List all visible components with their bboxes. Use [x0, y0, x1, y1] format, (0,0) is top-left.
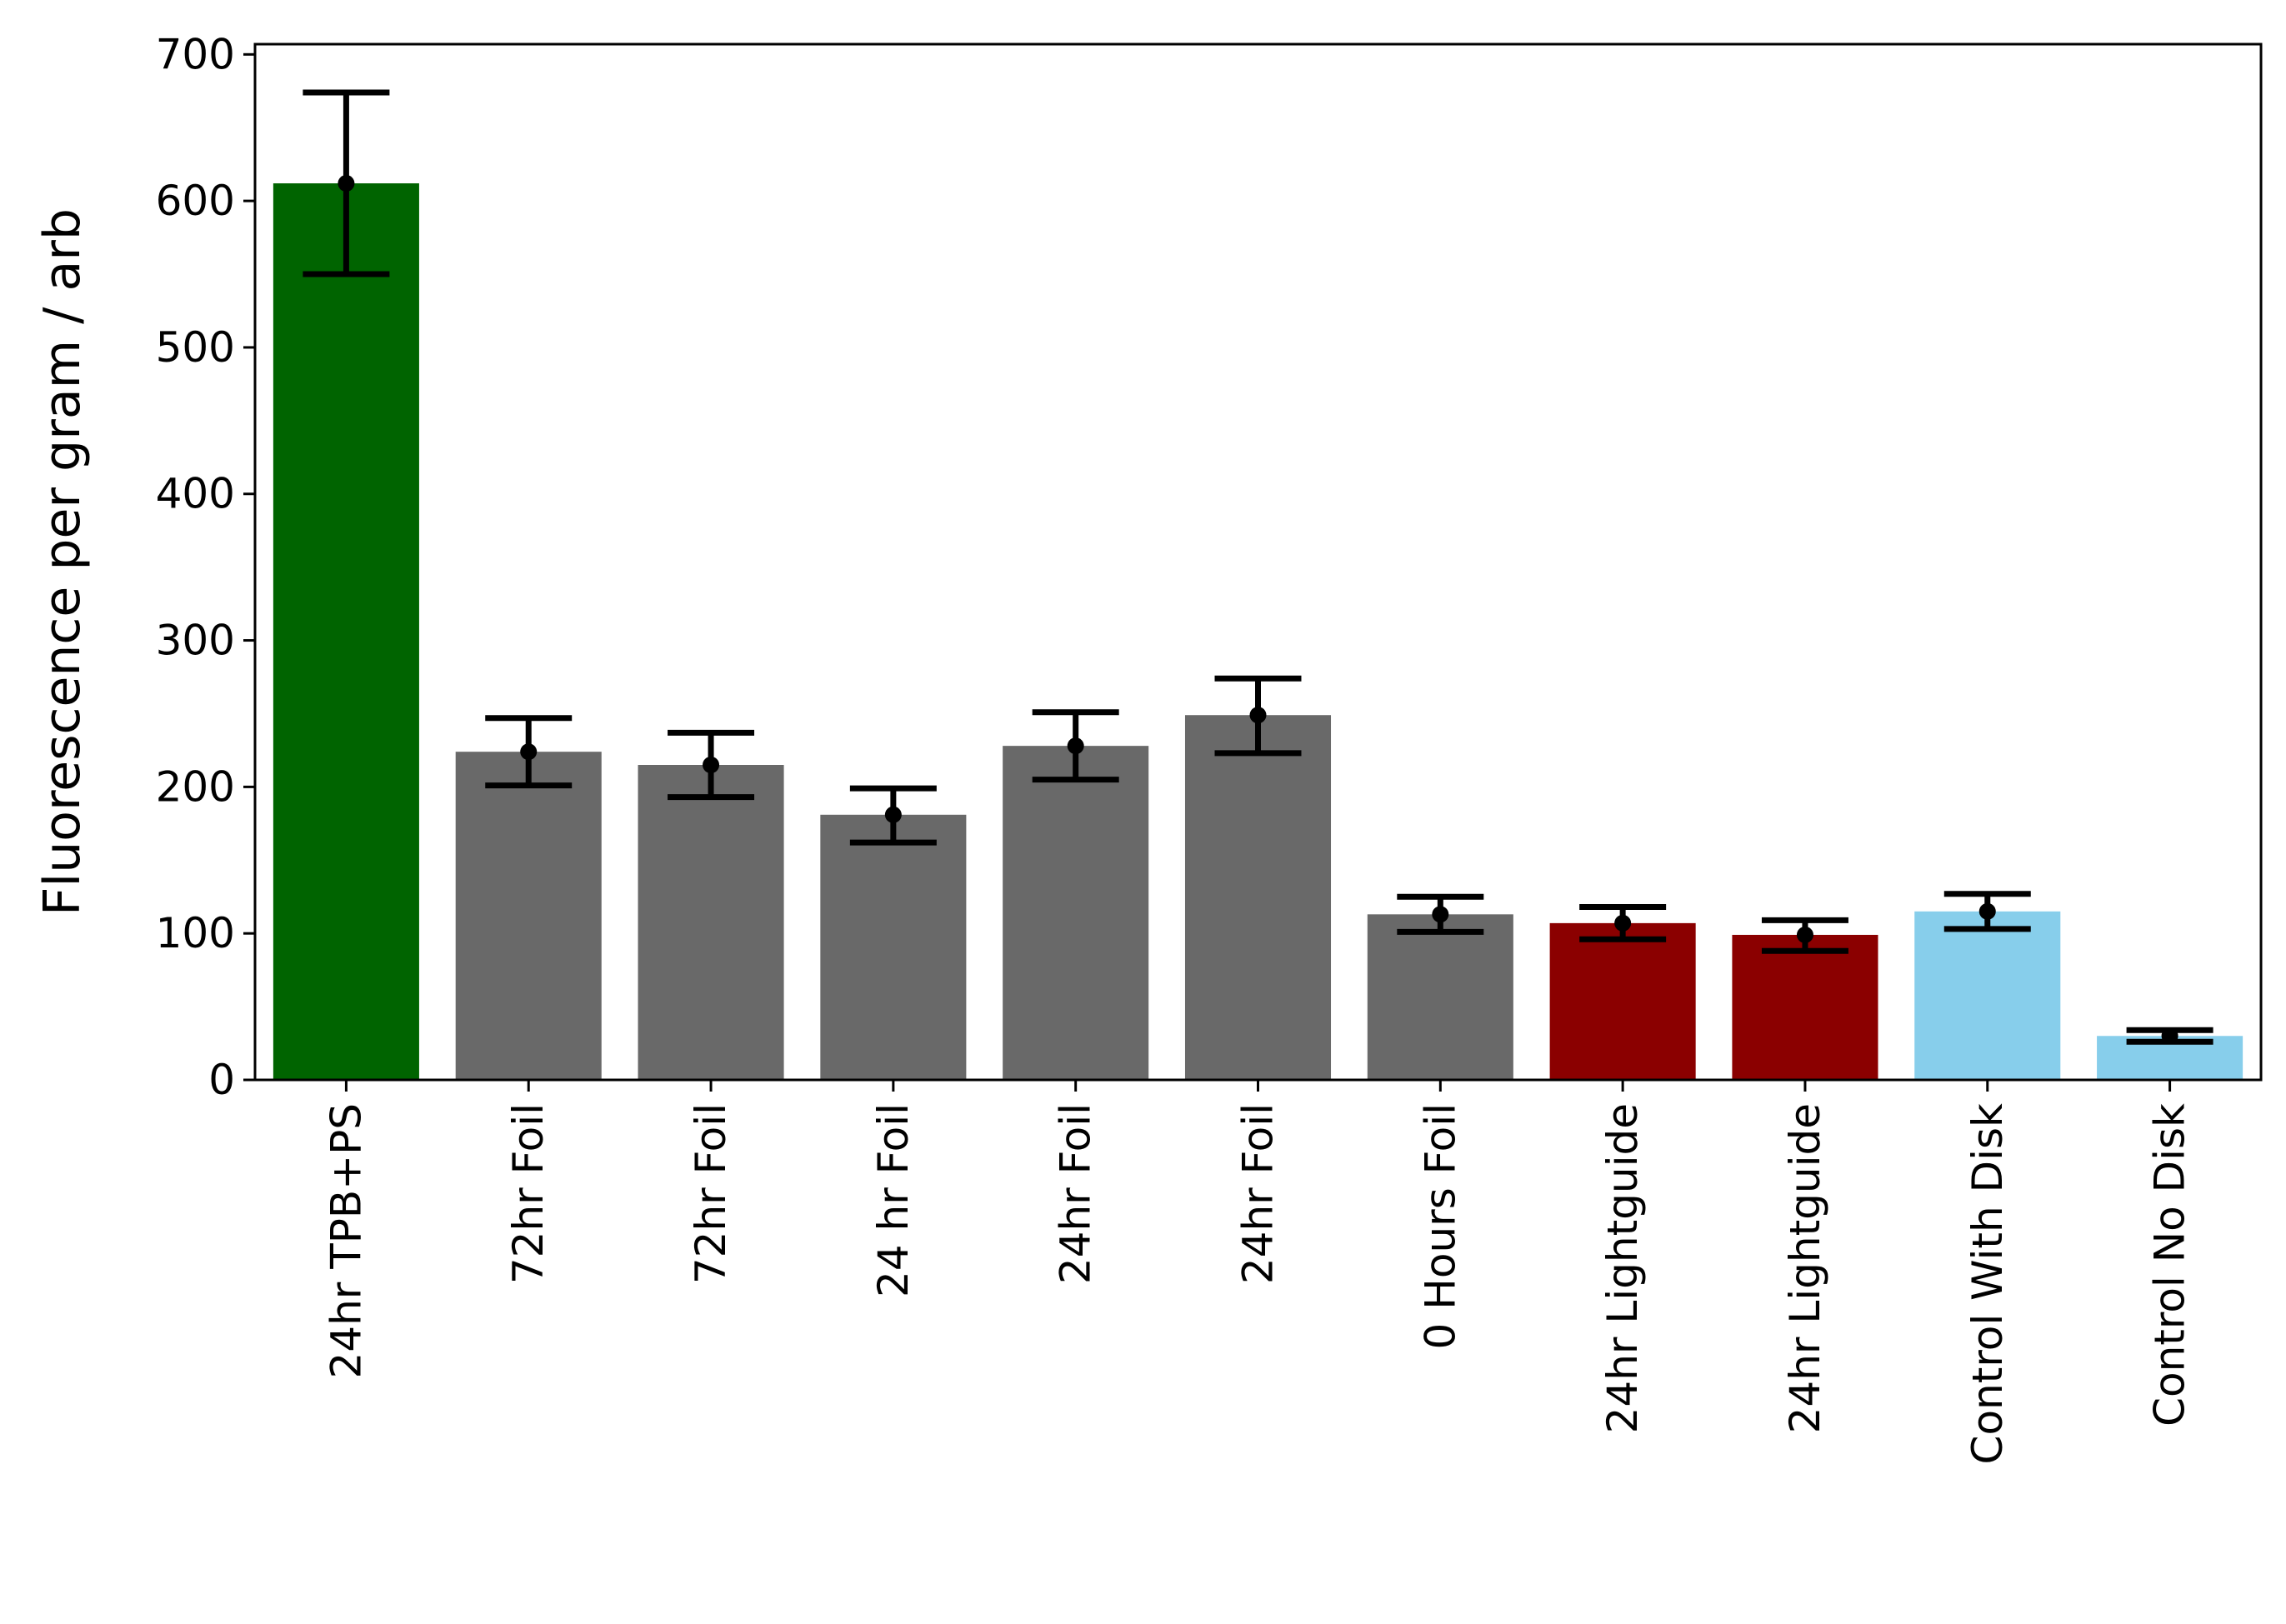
errorbar-6 [1214, 675, 1302, 757]
mean-point [520, 743, 538, 761]
y-tick-label: 300 [156, 617, 235, 665]
bar-2 [455, 752, 602, 1080]
errorbar-9 [1761, 917, 1848, 954]
mean-point [884, 806, 902, 823]
errorbar-3 [668, 729, 755, 801]
y-axis-label: Fluorescence per gram / arb [33, 208, 92, 916]
bar-8 [1549, 922, 1696, 1080]
bar-10 [1914, 911, 2061, 1080]
x-tick-label: 72hr Foil [504, 1103, 553, 1284]
errorbar-5 [1032, 709, 1119, 783]
mean-point [2161, 1027, 2178, 1045]
bar-1 [273, 183, 419, 1081]
x-tick-label: 72hr Foil [687, 1103, 735, 1284]
bar-9 [1732, 934, 1878, 1080]
x-tick-label: 24hr Lightguide [1781, 1103, 1829, 1433]
errorbar-7 [1397, 893, 1484, 935]
x-tick-label: 0 Hours Foil [1416, 1103, 1464, 1349]
y-tick-label: 700 [156, 30, 235, 78]
errorbar-11 [2126, 1027, 2213, 1045]
mean-point [1432, 906, 1449, 923]
errorbar-4 [849, 785, 937, 846]
x-axis: 24hr TPB+PS 72hr Foil 72hr Foil 24 hr Foil 2… [322, 1080, 2194, 1464]
x-tick-label: 24hr Foil [1052, 1103, 1100, 1284]
mean-point [1796, 926, 1813, 943]
bars-layer [273, 183, 2243, 1081]
x-tick-label: Control With Disk [1963, 1103, 2012, 1464]
errorbar-1 [303, 89, 390, 277]
x-tick-label: Control No Disk [2146, 1103, 2194, 1427]
x-tick-label: 24hr TPB+PS [322, 1103, 370, 1379]
y-axis: 0 100 200 300 400 500 600 700 [156, 30, 255, 1104]
mean-point [1614, 914, 1632, 932]
y-tick-label: 100 [156, 909, 235, 957]
bar-4 [820, 814, 967, 1080]
x-tick-label: 24 hr Foil [869, 1103, 918, 1297]
mean-point [338, 175, 355, 192]
mean-point [1978, 902, 1996, 920]
errorbar-2 [485, 715, 573, 789]
y-tick-label: 400 [156, 470, 235, 518]
y-tick-label: 500 [156, 323, 235, 372]
bar-6 [1184, 715, 1332, 1080]
mean-point [1067, 737, 1084, 755]
bar-3 [638, 765, 784, 1080]
y-tick-label: 600 [156, 177, 235, 225]
y-tick-label: 200 [156, 762, 235, 811]
x-tick-label: 24hr Foil [1234, 1103, 1283, 1284]
errorbar-10 [1943, 891, 2031, 932]
mean-point [1249, 707, 1267, 724]
y-tick-label: 0 [208, 1056, 235, 1104]
errorbars-layer [303, 89, 2213, 1045]
mean-point [703, 757, 720, 774]
bar-7 [1367, 914, 1513, 1080]
bar-5 [1003, 746, 1149, 1080]
errorbar-8 [1579, 904, 1667, 942]
x-tick-label: 24hr Lightguide [1598, 1103, 1647, 1433]
